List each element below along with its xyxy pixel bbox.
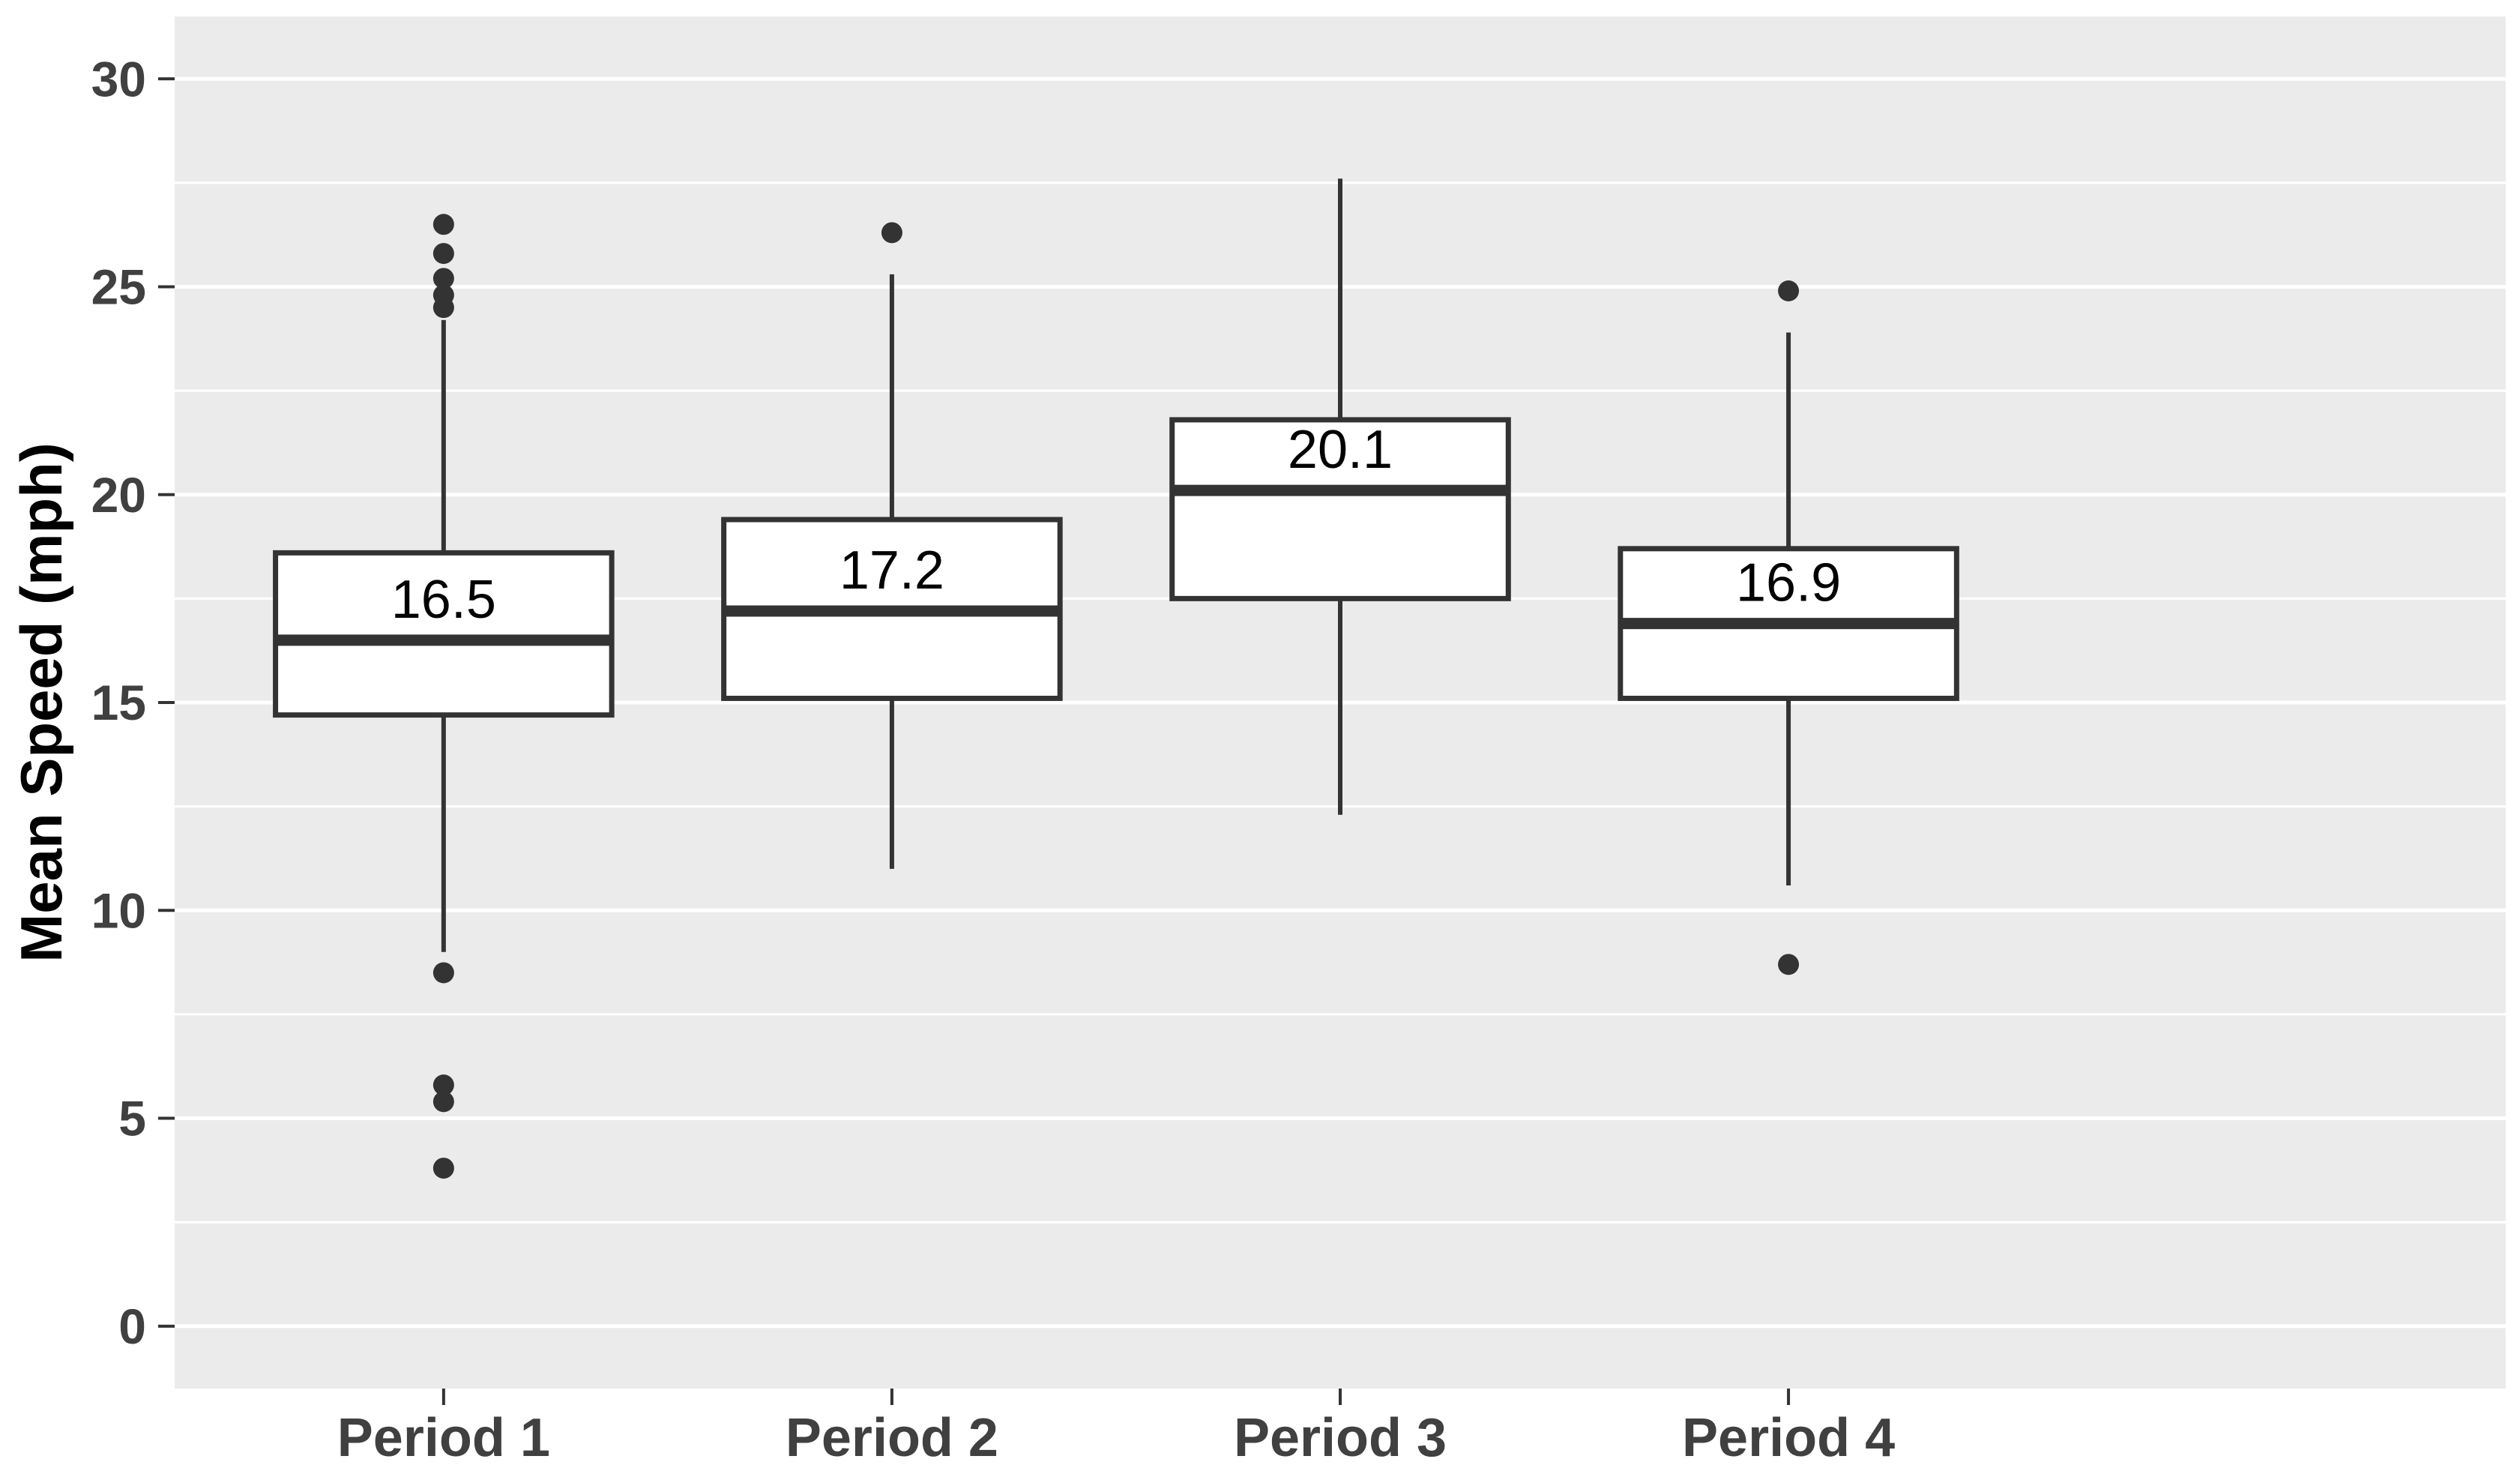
outlier-point [432,1091,454,1113]
y-axis-title: Mean Speed (mph) [8,442,74,962]
outlier-point [881,222,902,244]
x-axis-category-label: Period 3 [1234,1408,1447,1468]
y-axis-tick-label: 20 [91,467,146,523]
outlier-point [1778,954,1800,975]
outlier-point [432,1074,454,1096]
outlier-point [432,214,454,235]
iqr-box [273,550,615,718]
boxplot-period-2: 17.2 [721,222,1063,869]
x-axis-category-label: Period 1 [337,1408,550,1468]
outlier-point [1778,280,1800,301]
median-value-label: 17.2 [840,541,944,601]
outlier-point [432,1158,454,1179]
boxplot-period-1: 16.5 [273,214,615,1179]
boxplot-period-3: 20.1 [1169,178,1511,815]
y-axis-tick-label: 10 [91,882,146,938]
median-value-label: 16.5 [391,570,496,630]
outlier-point [432,297,454,319]
median-value-label: 20.1 [1288,420,1393,480]
median-value-label: 16.9 [1736,553,1841,613]
boxplot-period-4: 16.9 [1618,280,1959,975]
y-axis-tick-label: 0 [118,1299,146,1354]
x-axis-category-label: Period 4 [1682,1408,1895,1468]
outlier-point [432,268,454,289]
iqr-box [1169,417,1511,601]
x-axis-category-label: Period 2 [786,1408,998,1468]
y-axis-tick-label: 25 [91,259,146,315]
outlier-point [432,962,454,984]
outlier-point [432,243,454,265]
y-axis-tick-label: 30 [91,51,146,106]
y-axis-tick-label: 15 [91,675,146,730]
y-axis-tick-label: 5 [118,1091,146,1146]
